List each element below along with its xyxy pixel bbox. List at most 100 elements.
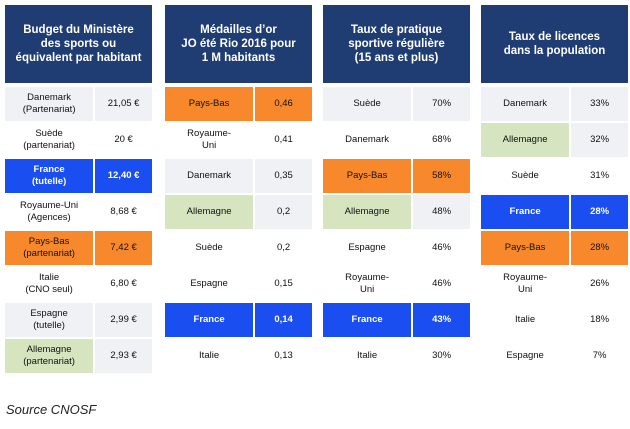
country-value: 8,68 € (95, 195, 152, 229)
country-name: Suède (165, 231, 254, 265)
country-value: 0,2 (255, 231, 312, 265)
panel-2: Médailles d’or JO été Rio 2016 pour 1 M … (165, 5, 312, 375)
country-name: Suède (323, 87, 412, 121)
country-name: France (481, 195, 570, 229)
panel-title: Médailles d’or JO été Rio 2016 pour 1 M … (165, 5, 312, 83)
country-name: Pays-Bas (165, 87, 254, 121)
panel-4: Taux de licences dans la population Danem… (481, 5, 628, 375)
source-note: Source CNOSF (6, 402, 97, 417)
country-value: 31% (571, 159, 628, 193)
country-value: 43% (413, 303, 470, 337)
country-value: 0,14 (255, 303, 312, 337)
table-row: France 0,14 (165, 303, 312, 337)
country-name: Royaume- Uni (323, 267, 412, 301)
country-name: Suède (481, 159, 570, 193)
country-name: Allemagne (323, 195, 412, 229)
table-row: Pays-Bas 28% (481, 231, 628, 265)
country-value: 48% (413, 195, 470, 229)
table-row: Royaume- Uni 46% (323, 267, 470, 301)
country-value: 58% (413, 159, 470, 193)
country-name: Pays-Bas (481, 231, 570, 265)
country-value: 0,35 (255, 159, 312, 193)
panel-rows: Suède 70% Danemark 68% Pays-Bas 58% Allemagne 4… (323, 87, 470, 373)
table-row: Suède 31% (481, 159, 628, 193)
country-value: 30% (413, 339, 470, 373)
country-value: 0,46 (255, 87, 312, 121)
panel-title: Taux de pratique sportive régulière (15 … (323, 5, 470, 83)
table-row: Pays-Bas 58% (323, 159, 470, 193)
table-row: Pays-Bas (partenariat) 7,42 € (5, 231, 152, 265)
country-name: Danemark (Partenariat) (5, 87, 94, 121)
panel-title: Taux de licences dans la population (481, 5, 628, 83)
country-value: 7% (571, 339, 628, 373)
country-name: Danemark (323, 123, 412, 157)
table-row: Suède 0,2 (165, 231, 312, 265)
country-value: 12,40 € (95, 159, 152, 193)
panel-rows: Pays-Bas 0,46 Royaume- Uni 0,41 Danemark 0,35… (165, 87, 312, 373)
table-row: Suède (partenariat) 20 € (5, 123, 152, 157)
country-name: Allemagne (165, 195, 254, 229)
country-name: Italie (165, 339, 254, 373)
country-value: 70% (413, 87, 470, 121)
country-value: 2,99 € (95, 303, 152, 337)
panel-rows: Danemark 33% Allemagne 32% Suède 31% France 28%… (481, 87, 628, 373)
country-value: 0,15 (255, 267, 312, 301)
table-row: Royaume- Uni 0,41 (165, 123, 312, 157)
country-value: 46% (413, 231, 470, 265)
panel-title: Budget du Ministère des sports ou équiva… (5, 5, 152, 83)
panel-rows: Danemark (Partenariat) 21,05 € Suède (part… (5, 87, 152, 373)
table-row: Allemagne 0,2 (165, 195, 312, 229)
table-row: Allemagne 48% (323, 195, 470, 229)
country-name: Danemark (481, 87, 570, 121)
country-value: 68% (413, 123, 470, 157)
table-row: Espagne 0,15 (165, 267, 312, 301)
country-value: 21,05 € (95, 87, 152, 121)
country-value: 46% (413, 267, 470, 301)
country-name: Espagne (tutelle) (5, 303, 94, 337)
country-name: Pays-Bas (323, 159, 412, 193)
country-name: France (tutelle) (5, 159, 94, 193)
table-row: France 43% (323, 303, 470, 337)
country-value: 0,13 (255, 339, 312, 373)
table-row: Danemark 33% (481, 87, 628, 121)
country-name: Allemagne (partenariat) (5, 339, 94, 373)
country-value: 2,93 € (95, 339, 152, 373)
table-row: Pays-Bas 0,46 (165, 87, 312, 121)
country-value: 0,41 (255, 123, 312, 157)
country-value: 6,80 € (95, 267, 152, 301)
country-name: Royaume-Uni (Agences) (5, 195, 94, 229)
table-row: Espagne (tutelle) 2,99 € (5, 303, 152, 337)
country-name: Espagne (481, 339, 570, 373)
country-value: 28% (571, 195, 628, 229)
country-value: 28% (571, 231, 628, 265)
country-name: Royaume- Uni (481, 267, 570, 301)
country-value: 20 € (95, 123, 152, 157)
country-value: 18% (571, 303, 628, 337)
table-row: Royaume-Uni (Agences) 8,68 € (5, 195, 152, 229)
table-row: Espagne 46% (323, 231, 470, 265)
country-name: Italie (323, 339, 412, 373)
country-name: France (323, 303, 412, 337)
country-name: Espagne (165, 267, 254, 301)
table-row: Danemark (Partenariat) 21,05 € (5, 87, 152, 121)
table-row: Italie 18% (481, 303, 628, 337)
table-row: Royaume- Uni 26% (481, 267, 628, 301)
country-value: 32% (571, 123, 628, 157)
country-name: Danemark (165, 159, 254, 193)
country-name: Royaume- Uni (165, 123, 254, 157)
table-row: Espagne 7% (481, 339, 628, 373)
country-name: Suède (partenariat) (5, 123, 94, 157)
country-value: 7,42 € (95, 231, 152, 265)
country-name: France (165, 303, 254, 337)
table-row: Allemagne (partenariat) 2,93 € (5, 339, 152, 373)
table-row: France 28% (481, 195, 628, 229)
panel-3: Taux de pratique sportive régulière (15 … (323, 5, 470, 375)
country-name: Pays-Bas (partenariat) (5, 231, 94, 265)
table-row: France (tutelle) 12,40 € (5, 159, 152, 193)
country-name: Espagne (323, 231, 412, 265)
table-row: Italie 30% (323, 339, 470, 373)
country-name: Italie (CNO seul) (5, 267, 94, 301)
table-row: Danemark 68% (323, 123, 470, 157)
country-value: 26% (571, 267, 628, 301)
country-name: Allemagne (481, 123, 570, 157)
